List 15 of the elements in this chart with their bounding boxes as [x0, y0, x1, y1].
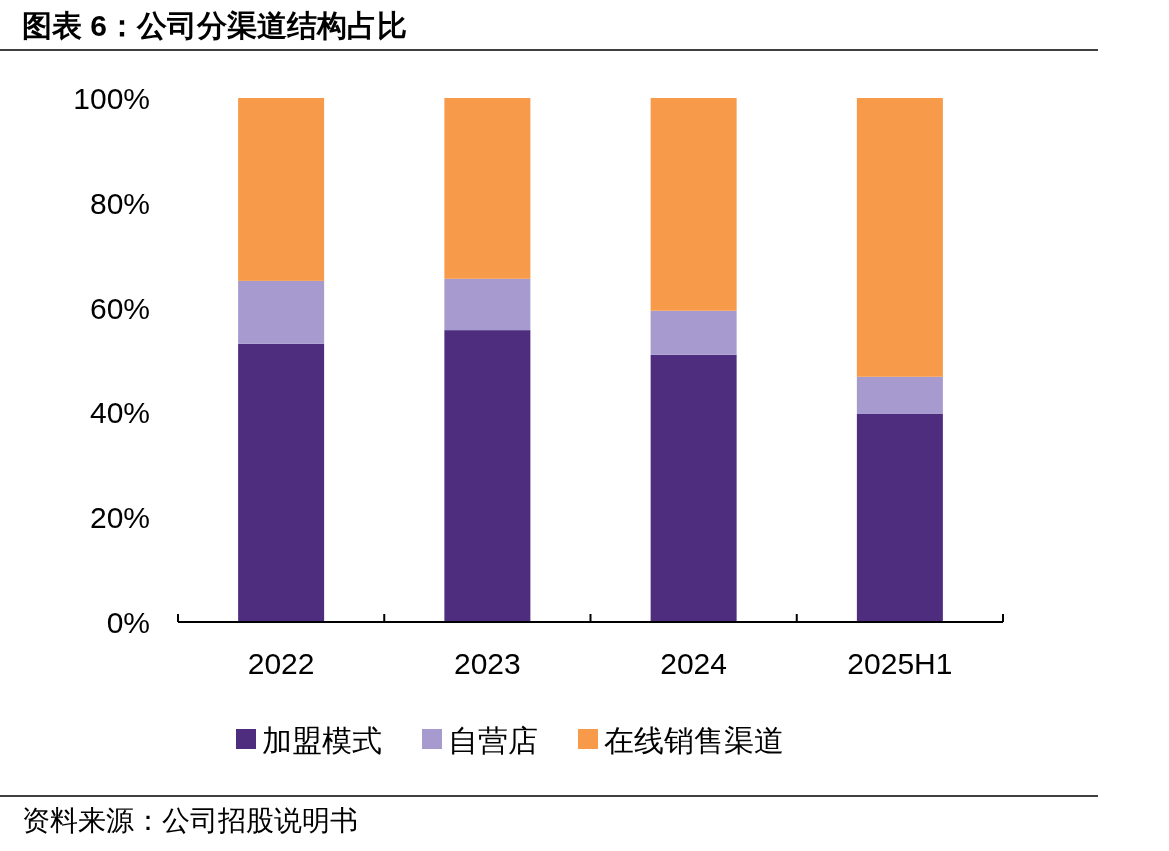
y-tick-label: 20% — [89, 501, 150, 535]
legend-label: 加盟模式 — [262, 724, 382, 757]
title: 图表 6：公司分渠道结构占比 — [22, 9, 408, 42]
y-tick-label: 0% — [106, 606, 150, 639]
x-tick-label: 2022 — [247, 647, 315, 680]
x-tick-label: 2025H1 — [847, 647, 953, 680]
text: 资料来源：公司招股说明书 — [22, 805, 358, 836]
y-tick-label: 80% — [89, 186, 150, 220]
legend-label: 在线销售渠道 — [604, 724, 784, 757]
legend-label: 自营店 — [448, 724, 538, 757]
y-tick-label: 40% — [89, 396, 150, 430]
x-tick-label: 2024 — [660, 647, 727, 680]
y-tick-label: 100% — [73, 82, 150, 115]
y-tick-label: 60% — [89, 291, 150, 325]
x-tick-label: 2023 — [454, 647, 521, 680]
